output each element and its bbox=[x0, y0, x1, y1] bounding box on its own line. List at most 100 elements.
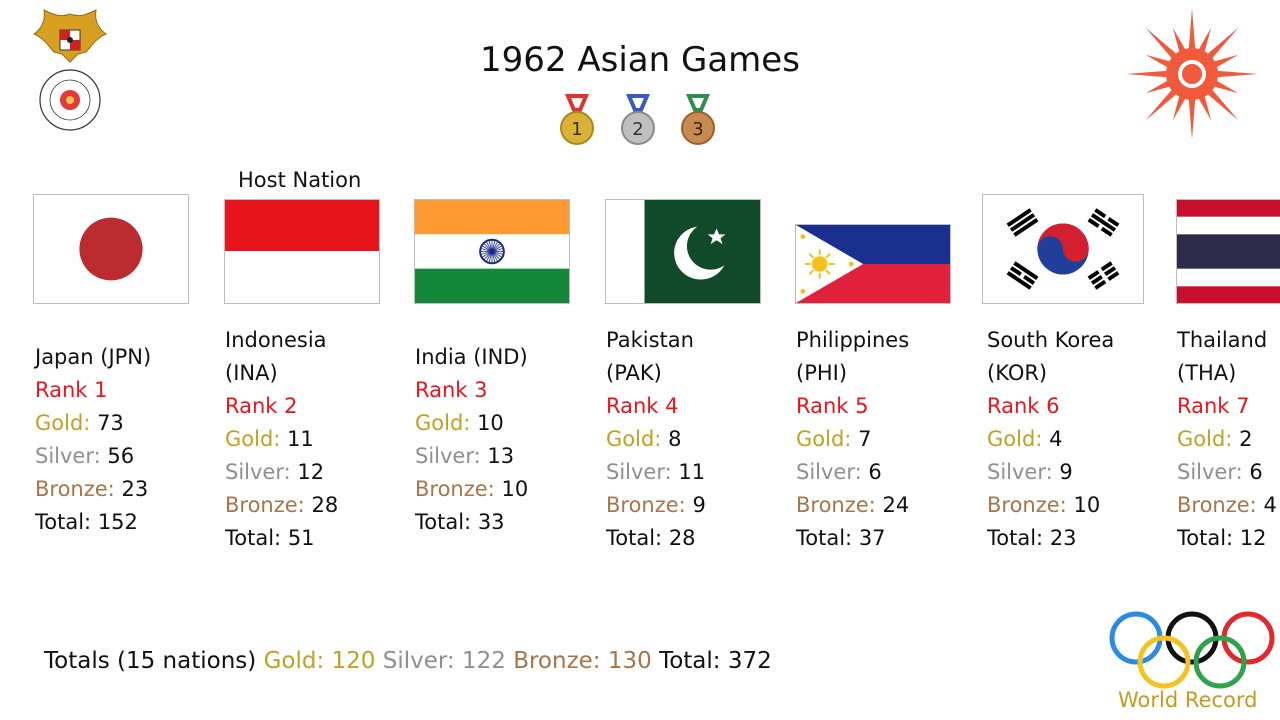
gold-count: 73 bbox=[97, 411, 124, 435]
gold-count: 8 bbox=[668, 427, 682, 451]
total-label: Total: bbox=[225, 526, 282, 550]
bronze-count: 10 bbox=[501, 477, 529, 501]
bronze-count: 23 bbox=[121, 477, 149, 501]
svg-text:3: 3 bbox=[692, 119, 703, 140]
rank-label: Rank 4 bbox=[606, 394, 679, 418]
bronze-count: 9 bbox=[692, 493, 706, 517]
total-label: Total: bbox=[606, 526, 663, 550]
country-card-philippines: Philippines (PHI) Rank 5 Gold: 7 Silver:… bbox=[796, 324, 946, 555]
silver-label: Silver: bbox=[606, 460, 672, 484]
silver-label: Silver: bbox=[796, 460, 862, 484]
gold-label: Gold: bbox=[987, 427, 1043, 451]
bronze-label: Bronze: bbox=[606, 493, 686, 517]
silver-label: Silver: bbox=[415, 444, 481, 468]
country-name: India (IND) bbox=[415, 345, 528, 369]
rank-label: Rank 7 bbox=[1177, 394, 1250, 418]
total-count: 28 bbox=[668, 526, 696, 550]
silver-label: Silver: bbox=[987, 460, 1053, 484]
silver-count: 56 bbox=[107, 444, 135, 468]
indonesia-flag-icon bbox=[224, 199, 380, 304]
medal-icons: 1 2 3 bbox=[560, 94, 725, 146]
japan-flag-icon bbox=[33, 194, 189, 304]
gold-label: Gold: bbox=[1177, 427, 1233, 451]
bronze-label: Bronze: bbox=[796, 493, 876, 517]
country-name: South Korea (KOR) bbox=[987, 328, 1115, 385]
silver-count: 11 bbox=[678, 460, 706, 484]
silver-label: Silver: bbox=[225, 460, 291, 484]
bronze-label: Bronze: bbox=[225, 493, 305, 517]
bronze-count: 10 bbox=[1073, 493, 1101, 517]
total-label: Total: bbox=[796, 526, 853, 550]
gold-label: Gold: bbox=[225, 427, 281, 451]
bronze-label: Bronze: bbox=[1177, 493, 1257, 517]
total-label: Total: bbox=[987, 526, 1044, 550]
gold-count: 7 bbox=[858, 427, 872, 451]
gold-medal-icon: 1 bbox=[560, 94, 594, 145]
svg-text:1: 1 bbox=[571, 119, 582, 140]
silver-count: 6 bbox=[868, 460, 882, 484]
host-nation-label: Host Nation bbox=[238, 168, 362, 192]
gold-label: Gold: bbox=[606, 427, 662, 451]
gold-label: Gold: bbox=[796, 427, 852, 451]
country-card-pakistan: Pakistan (PAK) Rank 4 Gold: 8 Silver: 11… bbox=[606, 324, 746, 555]
silver-count: 6 bbox=[1249, 460, 1263, 484]
bronze-medal-icon: 3 bbox=[681, 94, 715, 145]
total-label: Total: bbox=[1177, 526, 1234, 550]
country-name: Thailand (THA) bbox=[1177, 328, 1268, 385]
garuda-emblem-icon bbox=[30, 8, 110, 138]
svg-text:2: 2 bbox=[632, 119, 643, 140]
world-record-logo-text: World Record bbox=[1118, 688, 1258, 712]
silver-label: Silver: bbox=[35, 444, 101, 468]
gold-label: Gold: bbox=[415, 411, 471, 435]
total-count: 37 bbox=[858, 526, 886, 550]
country-name: Indonesia (INA) bbox=[225, 328, 327, 385]
total-label: Total: bbox=[415, 510, 472, 534]
bronze-label: Bronze: bbox=[415, 477, 495, 501]
gold-count: 10 bbox=[477, 411, 504, 435]
olympic-rings-icon bbox=[1106, 604, 1276, 690]
country-name: Pakistan (PAK) bbox=[606, 328, 694, 385]
totals-bronze: Bronze: 130 bbox=[513, 648, 652, 674]
gold-count: 11 bbox=[287, 427, 314, 451]
bronze-count: 24 bbox=[882, 493, 910, 517]
totals-summary: Totals (15 nations) Gold: 120 Silver: 12… bbox=[44, 648, 772, 674]
philippines-flag-icon bbox=[795, 224, 951, 304]
south-korea-flag-icon bbox=[982, 194, 1144, 304]
country-card-thailand: Thailand (THA) Rank 7 Gold: 2 Silver: 6 … bbox=[1177, 324, 1280, 555]
rank-label: Rank 1 bbox=[35, 378, 108, 402]
rank-label: Rank 6 bbox=[987, 394, 1060, 418]
gold-count: 4 bbox=[1049, 427, 1063, 451]
total-count: 12 bbox=[1239, 526, 1267, 550]
silver-count: 12 bbox=[297, 460, 325, 484]
silver-medal-icon: 2 bbox=[621, 94, 655, 145]
silver-count: 9 bbox=[1059, 460, 1073, 484]
page-title: 1962 Asian Games bbox=[480, 40, 800, 80]
total-count: 23 bbox=[1049, 526, 1077, 550]
silver-label: Silver: bbox=[1177, 460, 1243, 484]
rank-label: Rank 2 bbox=[225, 394, 298, 418]
country-name: Philippines (PHI) bbox=[796, 328, 910, 385]
thailand-flag-icon bbox=[1176, 199, 1280, 304]
country-card-indonesia: Indonesia (INA) Rank 2 Gold: 11 Silver: … bbox=[225, 324, 375, 555]
totals-prefix: Totals (15 nations) bbox=[44, 648, 257, 674]
india-flag-icon bbox=[414, 199, 570, 304]
bronze-count: 4 bbox=[1263, 493, 1277, 517]
pakistan-flag-icon bbox=[605, 199, 761, 304]
sun-logo-icon bbox=[1124, 6, 1260, 142]
total-count: 152 bbox=[97, 510, 138, 534]
totals-total: Total: 372 bbox=[659, 648, 772, 674]
totals-silver: Silver: 122 bbox=[382, 648, 506, 674]
total-count: 33 bbox=[477, 510, 505, 534]
gold-label: Gold: bbox=[35, 411, 91, 435]
bronze-label: Bronze: bbox=[35, 477, 115, 501]
rank-label: Rank 5 bbox=[796, 394, 869, 418]
gold-count: 2 bbox=[1239, 427, 1253, 451]
total-label: Total: bbox=[35, 510, 92, 534]
totals-gold: Gold: 120 bbox=[263, 648, 376, 674]
country-name: Japan (JPN) bbox=[35, 345, 152, 369]
country-card-india: India (IND) Rank 3 Gold: 10 Silver: 13 B… bbox=[415, 341, 595, 539]
bronze-count: 28 bbox=[311, 493, 339, 517]
country-card-south-korea: South Korea (KOR) Rank 6 Gold: 4 Silver:… bbox=[987, 324, 1147, 555]
bronze-label: Bronze: bbox=[987, 493, 1067, 517]
country-card-japan: Japan (JPN) Rank 1 Gold: 73 Silver: 56 B… bbox=[35, 341, 215, 539]
